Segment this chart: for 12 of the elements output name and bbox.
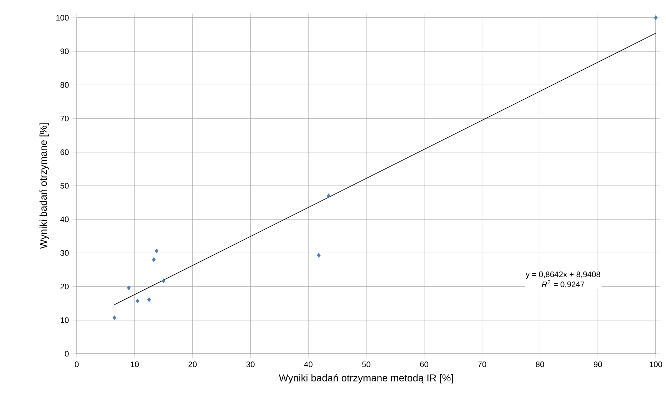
point [136, 298, 140, 304]
x-axis-title: Wyniki badań otrzymane metodą IR [%] [279, 374, 454, 384]
point [127, 286, 131, 291]
y-axis-title: Wyniki badań otrzymane [%] [40, 124, 50, 250]
point [148, 298, 152, 302]
point [327, 194, 331, 198]
point [152, 258, 156, 262]
point [155, 248, 159, 254]
point [112, 316, 116, 320]
point [654, 16, 658, 20]
point [162, 278, 166, 284]
point [317, 253, 321, 258]
